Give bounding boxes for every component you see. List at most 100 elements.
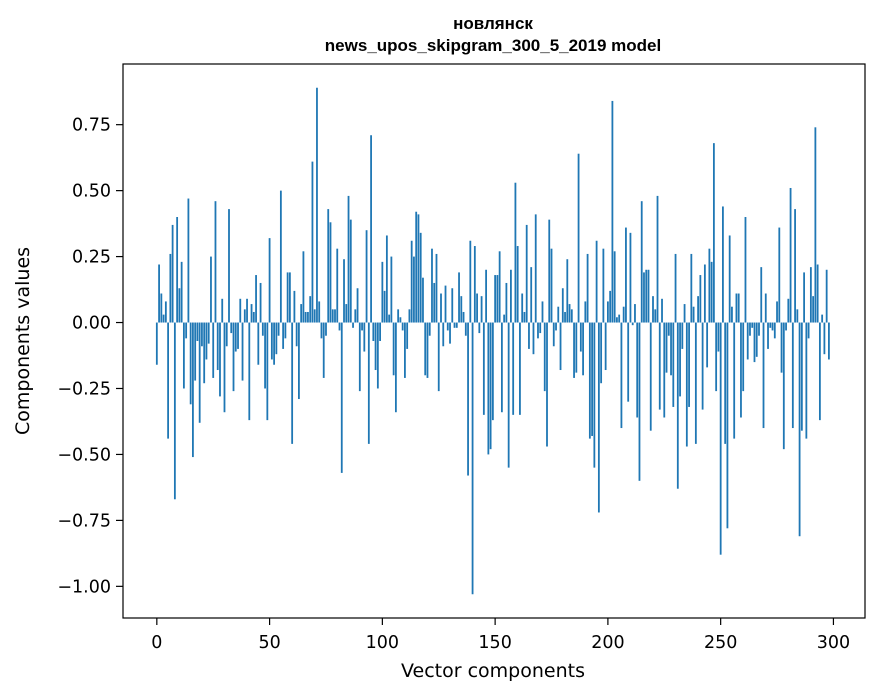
bar-197 [600, 322, 603, 384]
bar-23 [207, 322, 210, 344]
bar-264 [751, 322, 754, 328]
bar-48 [264, 322, 266, 389]
bar-293 [816, 264, 819, 323]
bar-277 [780, 322, 783, 373]
bar-102 [385, 235, 388, 323]
bar-78 [331, 309, 334, 323]
x-tick-label: 250 [704, 633, 737, 653]
bar-33 [230, 322, 233, 334]
bar-214 [638, 322, 641, 481]
bar-128 [444, 285, 447, 323]
bar-269 [762, 322, 765, 429]
bar-36 [237, 322, 239, 349]
bar-211 [631, 322, 634, 326]
bar-28 [219, 322, 221, 397]
bar-189 [582, 322, 584, 376]
bar-49 [266, 322, 269, 421]
bar-232 [679, 322, 681, 397]
bar-152 [498, 251, 501, 323]
bar-192 [588, 322, 591, 439]
bar-223 [658, 322, 661, 410]
bar-3 [162, 314, 165, 323]
bar-219 [649, 322, 652, 431]
bar-164 [525, 224, 528, 323]
bar-227 [667, 322, 670, 336]
bar-165 [528, 322, 530, 349]
y-tick-label: −0.50 [57, 445, 111, 465]
bar-82 [340, 322, 343, 473]
bar-53 [275, 322, 278, 355]
bar-193 [591, 322, 593, 436]
bar-44 [255, 275, 257, 323]
bar-30 [223, 322, 226, 413]
bar-173 [546, 322, 548, 447]
bar-204 [616, 317, 618, 323]
y-tick-label: −0.25 [57, 379, 111, 399]
bar-257 [735, 293, 738, 323]
bar-255 [731, 306, 733, 323]
bar-240 [697, 296, 699, 323]
bar-253 [726, 322, 729, 529]
bar-144 [480, 296, 483, 323]
bar-83 [343, 259, 345, 323]
bar-141 [473, 246, 476, 323]
bar-134 [458, 272, 460, 323]
bar-184 [570, 309, 573, 323]
bar-135 [460, 296, 463, 323]
x-tick-label: 100 [366, 633, 399, 653]
bar-4 [164, 301, 167, 323]
bar-297 [825, 269, 828, 323]
bar-220 [652, 296, 654, 323]
bar-18 [196, 322, 199, 341]
bar-160 [516, 246, 519, 323]
bar-180 [561, 288, 564, 323]
bar-244 [706, 322, 709, 368]
y-tick-label: −0.75 [57, 511, 111, 531]
bar-13 [185, 322, 188, 339]
bar-70 [313, 309, 316, 323]
bar-178 [557, 306, 560, 323]
bar-16 [192, 322, 194, 458]
bar-205 [618, 314, 621, 323]
bar-139 [469, 240, 472, 323]
bar-177 [555, 322, 557, 331]
bar-138 [467, 322, 469, 476]
bar-142 [476, 293, 478, 323]
bar-187 [577, 153, 580, 323]
bar-31 [225, 322, 228, 347]
bar-284 [796, 309, 799, 323]
bar-200 [606, 301, 609, 323]
bar-0 [155, 322, 158, 365]
bar-91 [361, 322, 363, 331]
bar-46 [259, 282, 262, 323]
bar-35 [234, 322, 237, 352]
bar-273 [771, 322, 774, 331]
y-axis-ticks: 0.75 0.50 0.25 0.00 −0.25 −0.50 −0.75 −1.00 [57, 116, 123, 597]
bar-239 [694, 322, 697, 444]
bar-87 [352, 322, 354, 328]
bar-233 [681, 322, 684, 349]
bar-57 [284, 322, 287, 339]
bar-121 [428, 322, 431, 336]
bar-174 [548, 219, 551, 323]
y-tick-label: −1.00 [57, 577, 111, 597]
bar-250 [719, 322, 722, 555]
x-axis-label: Vector components [401, 660, 585, 682]
bar-113 [410, 240, 413, 323]
bar-39 [243, 309, 246, 323]
bar-158 [512, 322, 515, 415]
bar-292 [814, 127, 817, 323]
bar-175 [550, 248, 553, 323]
bar-252 [724, 322, 727, 444]
plot-frame [122, 63, 866, 619]
bar-15 [189, 322, 192, 405]
bar-7 [171, 224, 174, 323]
bar-108 [399, 317, 402, 323]
bar-207 [622, 306, 625, 323]
bar-26 [214, 201, 217, 323]
bar-50 [268, 238, 271, 323]
bar-261 [744, 217, 747, 323]
bar-114 [413, 256, 415, 323]
bar-159 [514, 182, 517, 323]
